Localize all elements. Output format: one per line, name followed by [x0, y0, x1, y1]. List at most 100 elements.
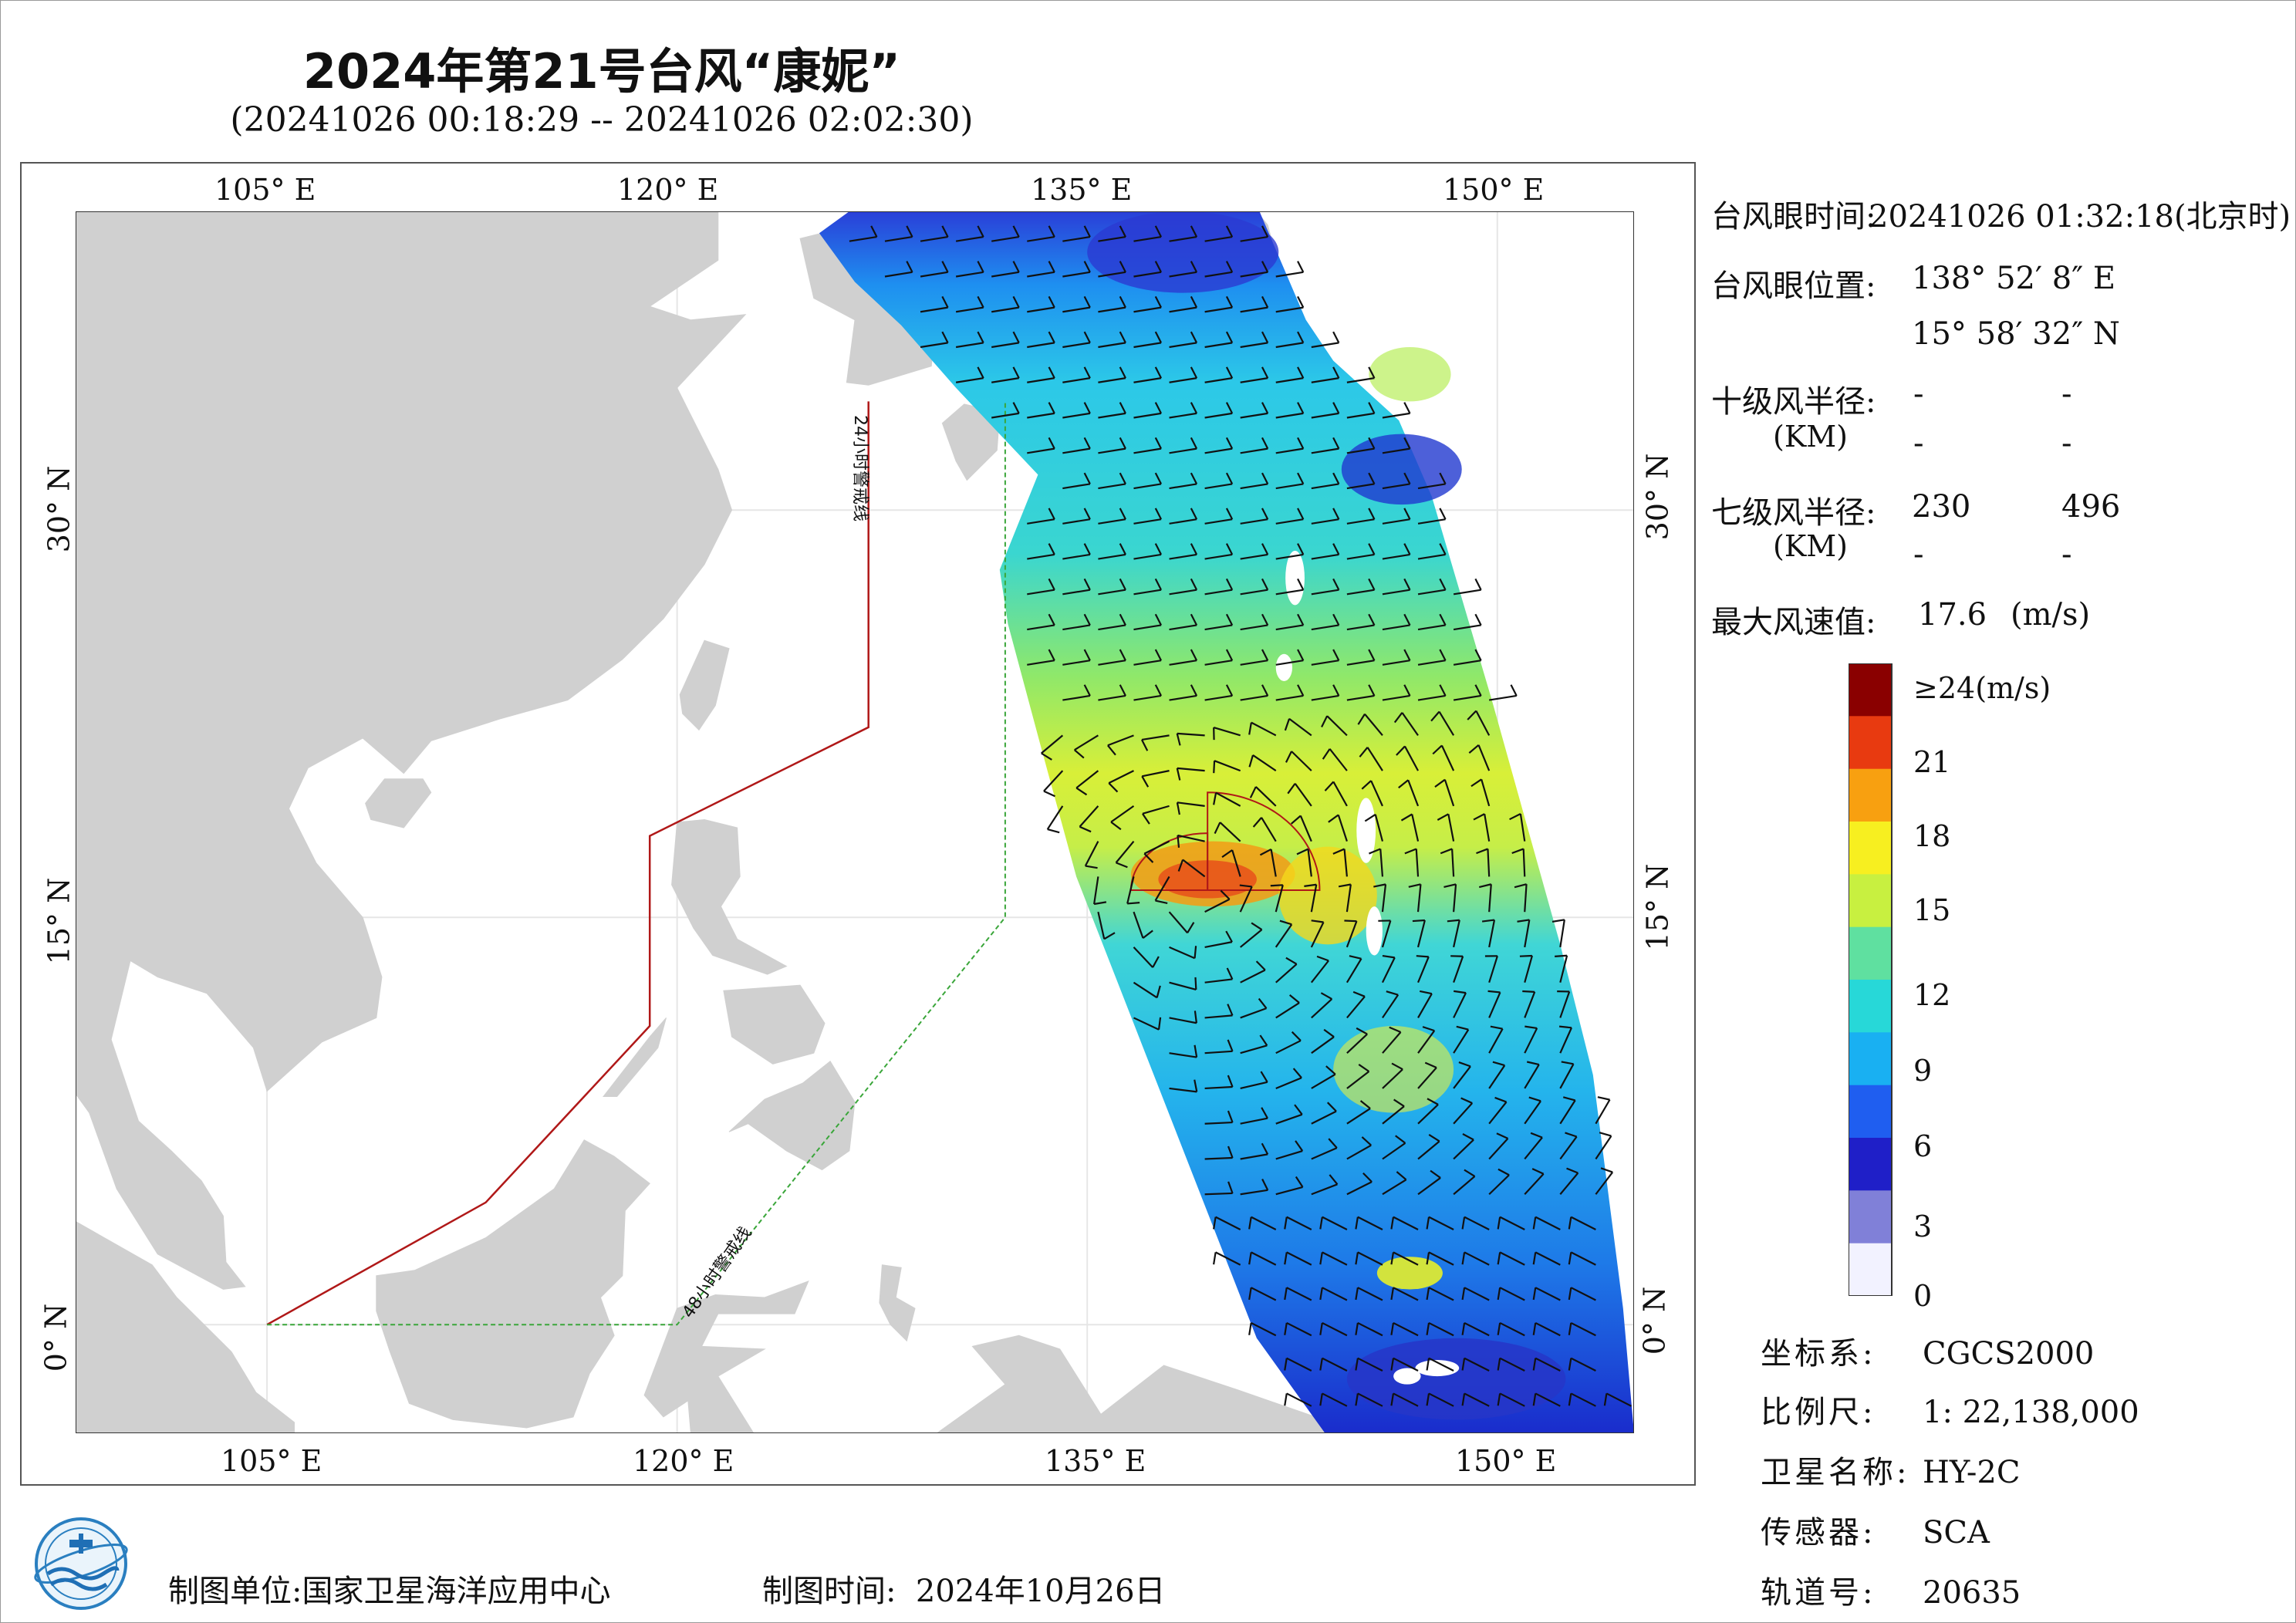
barb-flag	[1390, 1216, 1395, 1230]
barb-shaft	[1098, 483, 1126, 490]
barb-flag	[1248, 722, 1252, 735]
barb-flag	[1390, 1287, 1395, 1301]
barb-flag	[1551, 919, 1565, 923]
barb-flag	[1225, 225, 1234, 238]
wind-barb	[1169, 225, 1198, 242]
barb-flag	[1225, 402, 1234, 414]
barb-shaft	[1379, 849, 1384, 877]
wind-barb	[1417, 543, 1447, 560]
barb-shaft	[1169, 447, 1197, 454]
barb-shaft	[1382, 1105, 1405, 1125]
barb-flag	[1141, 775, 1150, 788]
barb-flag	[1403, 472, 1411, 484]
wind-barb	[884, 261, 913, 278]
barb-shaft	[1062, 271, 1091, 278]
barb-shaft	[1570, 1251, 1596, 1266]
barb-flag	[1154, 472, 1163, 484]
barb-shaft	[1524, 1064, 1540, 1089]
barb-flag	[1497, 1287, 1501, 1301]
barb-shaft	[1535, 1357, 1561, 1372]
barb-shaft	[1346, 589, 1375, 596]
barb-shaft	[1286, 1321, 1312, 1337]
hainan	[365, 778, 432, 828]
barb-flag	[1075, 787, 1088, 796]
wind-barb	[1169, 261, 1198, 278]
wind-barb	[1568, 1357, 1596, 1372]
barb-shaft	[1337, 815, 1348, 842]
barb-flag	[1419, 990, 1433, 995]
barb-flag	[1361, 780, 1372, 790]
barb-shaft	[1311, 1110, 1337, 1125]
barb-flag	[1319, 1322, 1323, 1335]
wind-barb	[1098, 225, 1126, 242]
barb-shaft	[1098, 271, 1126, 278]
wind-barb	[1248, 1321, 1277, 1337]
wind-barb	[1098, 684, 1126, 701]
barb-shaft	[1428, 1357, 1454, 1372]
barb-shaft	[1488, 955, 1498, 984]
barb-shaft	[1453, 884, 1457, 913]
wind-barb	[1177, 834, 1205, 848]
barb-shaft	[1570, 1357, 1596, 1372]
barb-shaft	[1204, 518, 1233, 525]
eye-time-label: 台风眼时间:	[1711, 199, 1876, 235]
barb-flag	[1568, 1287, 1572, 1301]
barb-flag	[1083, 649, 1091, 661]
barb-flag	[1083, 366, 1091, 379]
barb-flag	[1083, 331, 1091, 343]
wind-barb	[1453, 990, 1467, 1018]
barb-shaft	[1240, 518, 1268, 525]
barb-shaft	[1062, 624, 1091, 631]
barb-flag	[1432, 744, 1443, 755]
barb-shaft	[1475, 710, 1491, 736]
barb-flag	[1326, 1102, 1337, 1112]
barb-flag	[1562, 1096, 1576, 1102]
barb-flag	[1177, 835, 1180, 848]
wind-barb	[1532, 1251, 1561, 1266]
wind-barb	[1240, 649, 1269, 666]
barb-shaft	[1240, 342, 1268, 349]
barb-flag	[1332, 848, 1346, 855]
barb-shaft	[1288, 717, 1312, 737]
barb-flag	[1566, 1167, 1578, 1174]
barb-shaft	[1453, 1029, 1470, 1054]
barb-flag	[1176, 733, 1181, 746]
barb-flag	[1403, 402, 1411, 414]
barb-flag	[977, 331, 984, 343]
wind-barb	[1204, 1181, 1234, 1196]
colorbar-segment	[1849, 822, 1892, 876]
wind-barb	[1133, 261, 1163, 278]
barb-shaft	[1252, 754, 1277, 772]
barb-flag	[1083, 684, 1091, 697]
barb-flag	[1568, 1358, 1572, 1371]
barb-flag	[1154, 543, 1163, 555]
barb-shaft	[1428, 1216, 1454, 1230]
wind-barb	[1488, 1132, 1509, 1160]
barb-flag	[1426, 1287, 1430, 1301]
barb-shaft	[1240, 553, 1268, 560]
r10-value-1: -	[1913, 376, 1924, 412]
lon-tick-top-120: 120° E	[617, 173, 719, 207]
barb-shaft	[1382, 447, 1410, 454]
barb-flag	[1073, 749, 1085, 759]
barb-flag	[1474, 613, 1482, 626]
wind-barb	[1204, 261, 1234, 278]
wind-barb	[1595, 1132, 1612, 1160]
barb-flag	[1285, 957, 1298, 965]
barb-flag	[1190, 331, 1198, 343]
barb-shaft	[1447, 814, 1455, 842]
barb-flag	[1155, 899, 1168, 904]
wind-barb	[1461, 1251, 1490, 1266]
eye-position-label: 台风眼位置:	[1711, 268, 1876, 304]
barb-flag	[1297, 508, 1305, 520]
barb-flag	[1390, 1393, 1395, 1406]
wind-speed-patch	[1346, 1338, 1566, 1420]
barb-shaft	[1382, 1179, 1407, 1196]
wind-barb	[1382, 1026, 1402, 1054]
barb-shaft	[1107, 734, 1134, 747]
barb-flag	[1226, 967, 1234, 980]
barb-shaft	[1098, 589, 1126, 596]
wind-barb	[1248, 1287, 1277, 1301]
barb-flag	[1083, 295, 1091, 309]
wind-barb	[1487, 990, 1501, 1018]
